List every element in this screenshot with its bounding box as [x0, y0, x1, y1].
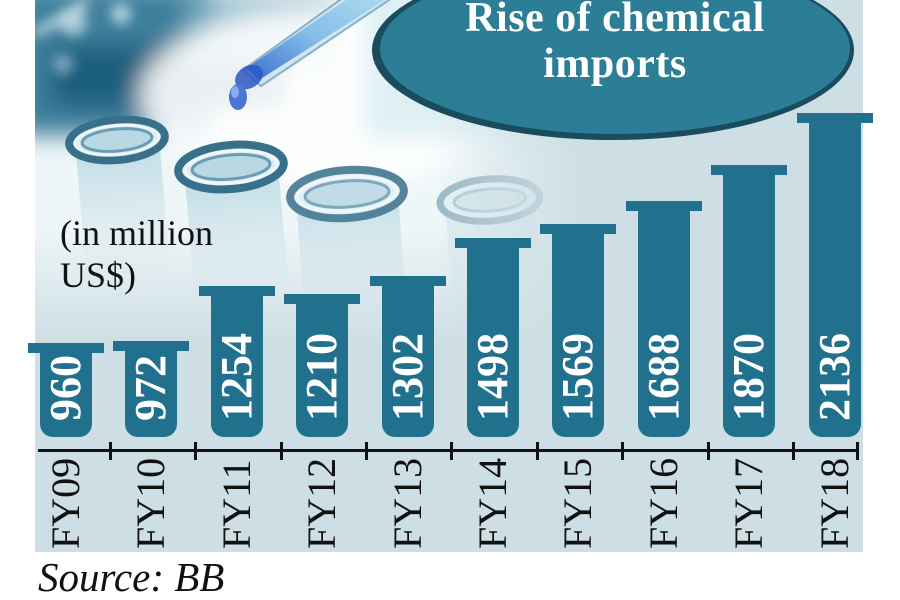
x-axis-tick — [450, 442, 454, 460]
x-axis-tick — [108, 442, 112, 460]
bar-value-label: 1688 — [638, 333, 688, 421]
x-axis-tick — [791, 442, 795, 460]
bar — [467, 238, 519, 437]
chart-title-line2: imports — [543, 41, 687, 87]
bar — [125, 341, 178, 437]
x-axis-end-tick — [856, 442, 859, 460]
bar-value-label: 1498 — [468, 333, 517, 421]
chart-title: Rise of chemical imports — [380, 0, 850, 87]
bar — [40, 343, 92, 437]
bokeh-highlights — [35, 0, 131, 74]
x-axis-tick — [194, 442, 198, 460]
x-axis-category-label: FY17 — [726, 457, 772, 549]
source-text: Source: BB — [38, 554, 225, 600]
bar-value-label: 1569 — [553, 333, 603, 421]
x-axis-category-label: FY12 — [299, 457, 345, 549]
x-axis-tick — [535, 442, 539, 460]
x-axis-category-label: FY10 — [128, 457, 174, 549]
x-axis-category-label: FY11 — [213, 459, 259, 549]
bar — [296, 294, 349, 437]
units-label-line2: US$) — [60, 255, 137, 295]
x-axis-category-label: FY16 — [640, 457, 686, 549]
bar — [210, 286, 263, 437]
x-axis-line — [38, 449, 858, 452]
bar — [552, 224, 605, 437]
x-axis-category-label: FY15 — [555, 457, 601, 549]
units-label: (in million US$) — [60, 212, 213, 296]
bar — [723, 165, 776, 437]
title-ellipse: Rise of chemical imports — [380, 0, 850, 134]
x-axis-category-label: FY09 — [43, 457, 88, 549]
bar — [808, 113, 861, 437]
x-axis-category-label: FY18 — [811, 457, 857, 549]
x-axis-tick — [706, 442, 710, 460]
x-axis-category-label: FY14 — [470, 457, 515, 549]
bar-value-label: 1302 — [382, 333, 432, 421]
bar-value-label: 1254 — [211, 333, 261, 421]
chart-title-line1: Rise of chemical — [465, 0, 765, 41]
bar — [381, 276, 434, 437]
bar — [637, 201, 690, 437]
x-axis-category-label: FY13 — [384, 457, 430, 549]
source-label: Source: BB — [38, 555, 224, 599]
x-axis-tick — [364, 442, 368, 460]
bar-value-label: 2136 — [809, 333, 859, 421]
bar-value-label: 972 — [126, 355, 176, 421]
x-axis-tick — [621, 442, 625, 460]
units-label-line1: (in million — [60, 213, 213, 253]
bar-value-label: 1870 — [724, 333, 774, 421]
bar-value-label: 960 — [41, 355, 90, 421]
pipette-icon — [229, 0, 391, 110]
bar-value-label: 1210 — [297, 333, 347, 421]
x-axis-tick — [279, 442, 283, 460]
